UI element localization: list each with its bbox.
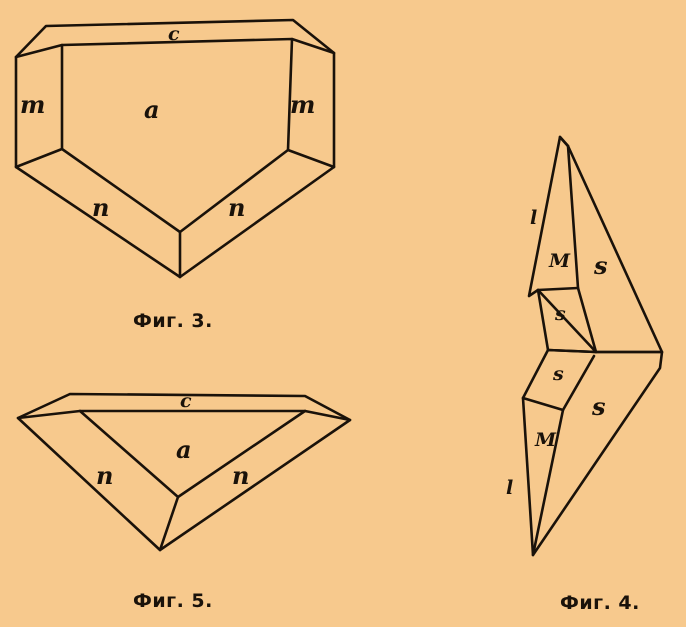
figure-3-drawing: c a m m n n xyxy=(16,20,334,277)
fig4-label-s-side-lower: s xyxy=(591,392,606,421)
fig3-caption: Фиг. 3. xyxy=(133,310,213,332)
fig4-label-l-upper: l xyxy=(530,207,537,229)
fig5-label-n-right: n xyxy=(232,461,249,490)
fig4-caption: Фиг. 4. xyxy=(560,592,640,614)
figure-4-drawing: l M s s s s M l xyxy=(506,137,662,555)
fig3-label-c: c xyxy=(168,23,180,45)
fig3-label-m-left: m xyxy=(20,90,45,119)
fig5-label-a: a xyxy=(176,435,192,464)
fig5-label-n-left: n xyxy=(96,461,113,490)
fig3-label-a: a xyxy=(144,95,160,124)
fig4-label-l-lower: l xyxy=(506,477,513,499)
fig4-label-s-side-upper: s xyxy=(593,251,608,280)
fig3-label-n-left: n xyxy=(92,193,109,222)
fig5-label-c: c xyxy=(180,390,192,412)
fig4-label-M-lower: M xyxy=(534,429,557,451)
fig3-label-m-right: m xyxy=(290,90,315,119)
figure-5-drawing: c a n n xyxy=(18,390,350,550)
fig4-label-s-lower: s xyxy=(552,363,564,385)
fig4-label-M-upper: M xyxy=(548,250,571,272)
fig5-caption: Фиг. 5. xyxy=(133,590,213,612)
fig3-label-n-right: n xyxy=(228,193,245,222)
fig4-label-s-upper: s xyxy=(554,303,566,325)
